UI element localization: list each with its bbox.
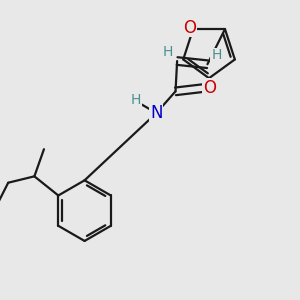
Text: H: H xyxy=(211,48,222,62)
Text: O: O xyxy=(203,79,216,97)
Text: N: N xyxy=(150,104,163,122)
Text: O: O xyxy=(183,19,196,37)
Text: H: H xyxy=(130,93,141,107)
Text: H: H xyxy=(163,45,173,59)
